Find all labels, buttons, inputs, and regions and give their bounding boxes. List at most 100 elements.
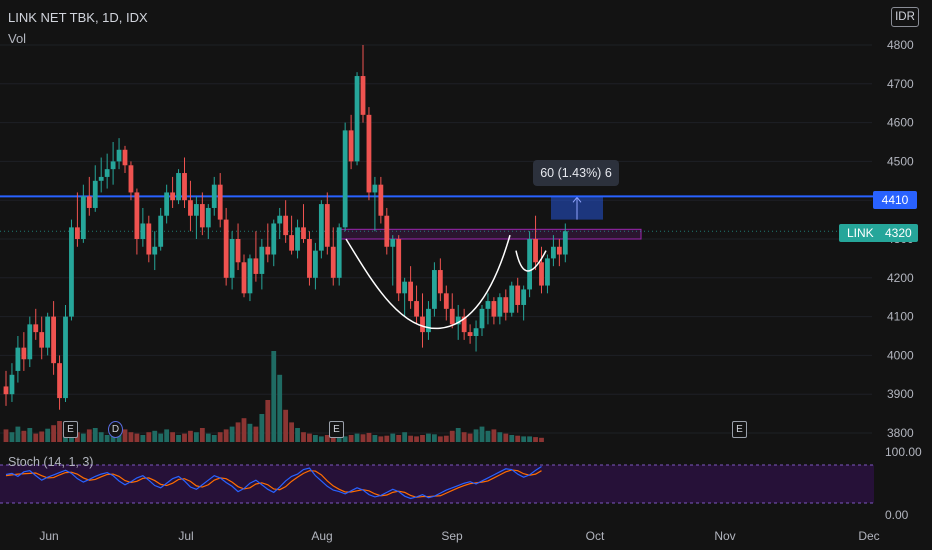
candle-body xyxy=(86,196,92,208)
level-price-tag: 4410 xyxy=(873,191,917,209)
earnings-event-icon[interactable]: E xyxy=(732,421,747,438)
candle-body xyxy=(211,184,217,208)
volume-bar xyxy=(420,435,425,442)
stoch-band xyxy=(0,465,874,503)
candle-body xyxy=(158,215,164,247)
x-axis-ticks: Jun Jul Aug Sep Oct Nov Dec xyxy=(39,529,879,543)
candle-body xyxy=(27,324,33,360)
volume-bar xyxy=(503,433,509,442)
candle-body xyxy=(194,204,199,216)
y-tick-label: 4500 xyxy=(887,154,914,168)
cup-pattern-curve xyxy=(345,234,547,330)
candle-body xyxy=(9,374,15,395)
candle-body xyxy=(259,246,265,274)
volume-bar xyxy=(128,432,134,442)
candle-body xyxy=(324,204,330,247)
candle-body xyxy=(235,239,241,263)
volume-bar xyxy=(384,435,390,442)
y-tick-label: 4600 xyxy=(887,116,914,130)
dividend-event-icon[interactable]: D xyxy=(108,421,123,438)
volume-bar xyxy=(45,428,51,442)
volume-bar xyxy=(461,432,467,442)
y-tick-label: 4700 xyxy=(887,77,914,91)
volume-bar xyxy=(426,433,431,442)
candle-body xyxy=(164,192,170,216)
candle-body xyxy=(283,215,289,236)
candle-body xyxy=(527,239,532,290)
candle-body xyxy=(92,180,98,208)
candle-body xyxy=(521,289,527,305)
volume-bar xyxy=(15,426,21,442)
stoch-tick-label: 0.00 xyxy=(885,508,909,522)
volume-bar xyxy=(122,429,128,442)
volume-bar xyxy=(396,435,402,442)
y-tick-label: 4000 xyxy=(887,348,914,362)
candle-body xyxy=(188,200,193,216)
candle-body xyxy=(426,308,431,333)
candle-body xyxy=(205,207,211,228)
candle-body xyxy=(551,246,556,259)
currency-button[interactable]: IDR xyxy=(891,7,919,27)
volume-bar xyxy=(21,430,27,442)
volume-bar xyxy=(527,436,532,442)
volume-bar xyxy=(449,430,455,442)
candle-body xyxy=(432,270,437,309)
volume-label: Vol xyxy=(8,31,27,46)
candle-body xyxy=(330,246,336,278)
volume-bar xyxy=(271,351,277,442)
volume-bar xyxy=(98,432,104,442)
candle-body xyxy=(217,184,223,220)
volume-bar xyxy=(372,435,378,442)
symbol-label: LINK xyxy=(847,226,874,240)
candle-body xyxy=(378,184,384,216)
volume-bars xyxy=(3,351,544,442)
volume-bar xyxy=(253,426,259,442)
candle-body xyxy=(318,204,324,251)
candle-body xyxy=(33,324,39,333)
volume-bar xyxy=(259,414,265,442)
volume-bar xyxy=(92,428,98,442)
volume-bar xyxy=(158,433,164,442)
candle-body xyxy=(348,130,354,162)
earnings-event-icon[interactable]: E xyxy=(329,421,344,438)
candle-body xyxy=(366,114,372,193)
candle-body xyxy=(170,192,175,201)
candle-body xyxy=(15,347,21,371)
volume-bar xyxy=(348,435,354,442)
volume-bar xyxy=(360,434,366,442)
candle-body xyxy=(467,332,473,336)
stoch-label: Stoch (14, 1, 3) xyxy=(8,455,94,469)
volume-bar xyxy=(182,433,187,442)
candle-body xyxy=(80,196,86,239)
candle-body xyxy=(57,363,62,399)
candle-body xyxy=(414,301,419,317)
candle-body xyxy=(265,246,271,255)
earnings-event-icon[interactable]: E xyxy=(63,421,78,438)
candle-body xyxy=(277,215,283,224)
candle-body xyxy=(176,173,181,201)
candle-body xyxy=(301,227,306,239)
y-tick-label: 3900 xyxy=(887,387,914,401)
y-tick-label: 4200 xyxy=(887,271,914,285)
volume-bar xyxy=(354,433,360,442)
volume-bar xyxy=(39,431,45,442)
candle-body xyxy=(562,231,568,255)
volume-bar xyxy=(479,426,485,442)
volume-bar xyxy=(313,435,318,442)
candle-body xyxy=(122,149,128,166)
volume-bar xyxy=(402,432,408,442)
volume-bar xyxy=(437,436,443,442)
volume-bar xyxy=(199,428,205,442)
volume-bar xyxy=(80,433,86,442)
candle-body xyxy=(223,219,229,278)
volume-bar xyxy=(342,436,348,442)
candle-body xyxy=(271,223,277,255)
volume-bar xyxy=(235,422,241,442)
volume-bar xyxy=(318,436,324,442)
volume-bar xyxy=(223,429,229,442)
volume-bar xyxy=(164,429,170,442)
candle-body xyxy=(336,227,342,278)
candle-body xyxy=(509,285,515,313)
candles xyxy=(3,45,568,410)
